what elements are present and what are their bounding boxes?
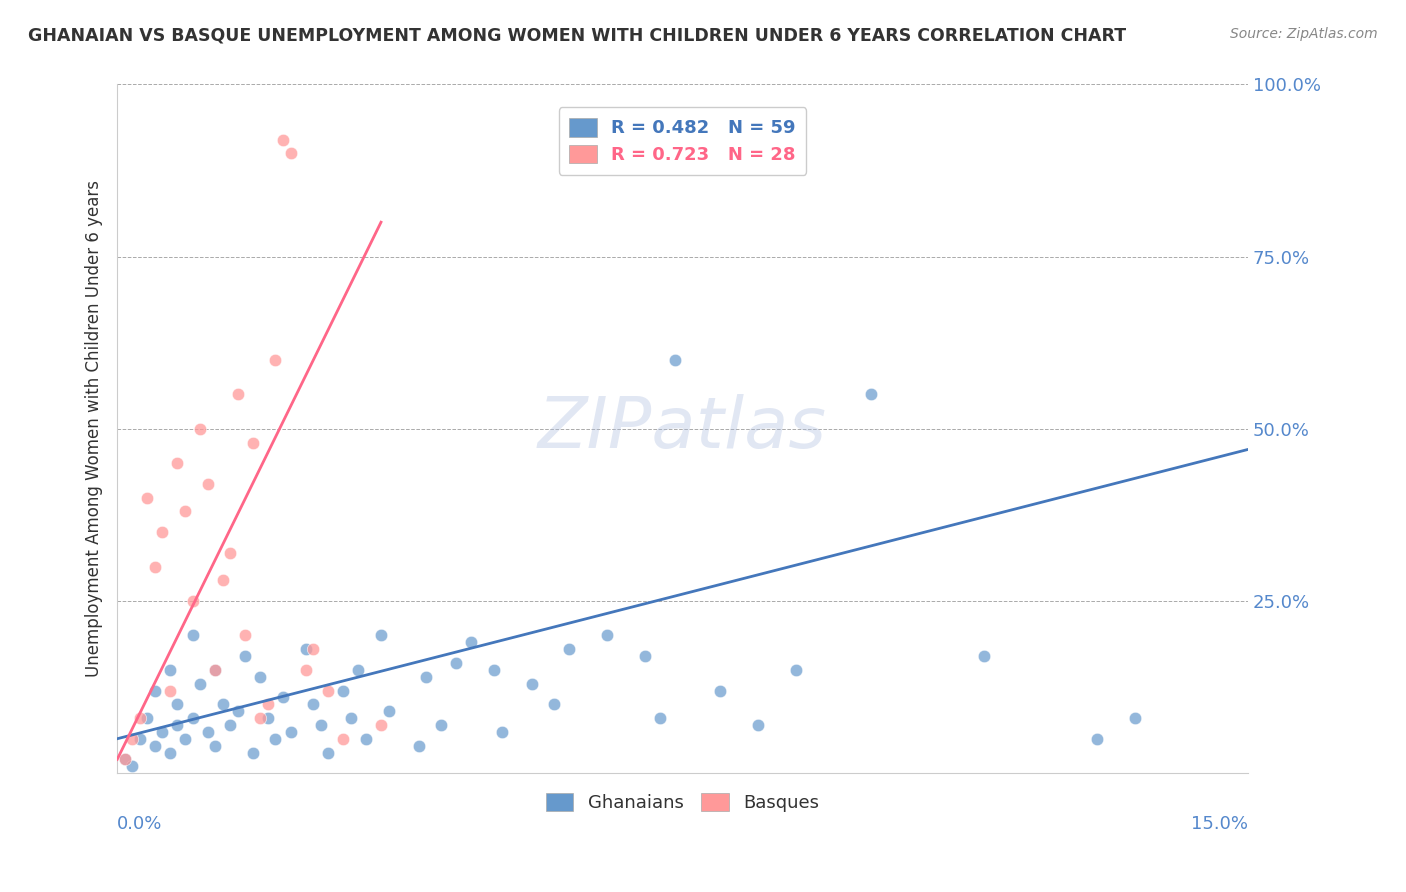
Point [280,724,302,739]
Point [370,628,392,642]
Point [709,683,731,698]
Point [664,353,686,368]
Y-axis label: Unemployment Among Women with Children Under 6 years: Unemployment Among Women with Children U… [86,180,103,677]
Point [188,676,211,690]
Point [332,683,354,698]
Point [558,642,581,657]
Text: 15.0%: 15.0% [1191,814,1249,832]
Point [316,746,339,760]
Point [114,752,136,766]
Point [128,731,150,746]
Point [377,704,399,718]
Point [233,649,256,664]
Point [347,663,370,677]
Point [136,711,159,725]
Point [747,718,769,732]
Point [430,718,453,732]
Point [204,663,226,677]
Point [219,718,242,732]
Point [370,718,392,732]
Point [446,656,468,670]
Point [859,387,882,401]
Point [181,594,204,608]
Point [249,670,271,684]
Text: ZIPatlas: ZIPatlas [538,394,827,463]
Point [271,132,294,146]
Point [302,698,325,712]
Point [204,739,226,753]
Point [143,559,166,574]
Point [226,387,249,401]
Point [197,724,219,739]
Point [648,711,671,725]
Legend: Ghanaians, Basques: Ghanaians, Basques [538,786,827,819]
Point [271,690,294,705]
Point [264,353,287,368]
Point [159,746,181,760]
Point [415,670,437,684]
Point [249,711,271,725]
Point [242,746,264,760]
Point [634,649,657,664]
Point [491,724,513,739]
Point [114,752,136,766]
Text: GHANAIAN VS BASQUE UNEMPLOYMENT AMONG WOMEN WITH CHILDREN UNDER 6 YEARS CORRELAT: GHANAIAN VS BASQUE UNEMPLOYMENT AMONG WO… [28,27,1126,45]
Point [233,628,256,642]
Point [242,435,264,450]
Point [128,711,150,725]
Text: Source: ZipAtlas.com: Source: ZipAtlas.com [1230,27,1378,41]
Point [294,663,316,677]
Point [264,731,287,746]
Point [211,574,233,588]
Point [174,504,197,518]
Point [181,628,204,642]
Point [520,676,543,690]
Point [159,663,181,677]
Point [280,146,302,161]
Point [197,477,219,491]
Point [316,683,339,698]
Point [166,718,188,732]
Point [257,711,280,725]
Point [166,456,188,470]
Point [143,739,166,753]
Point [332,731,354,746]
Point [1085,731,1108,746]
Point [596,628,619,642]
Point [152,724,174,739]
Point [181,711,204,725]
Point [482,663,505,677]
Point [309,718,332,732]
Point [785,663,807,677]
Point [1123,711,1146,725]
Point [973,649,995,664]
Point [143,683,166,698]
Point [136,491,159,505]
Point [166,698,188,712]
Point [159,683,181,698]
Point [302,642,325,657]
Point [460,635,482,649]
Point [340,711,363,725]
Point [257,698,280,712]
Point [354,731,377,746]
Point [408,739,430,753]
Point [294,642,316,657]
Point [226,704,249,718]
Point [174,731,197,746]
Point [121,759,143,773]
Point [121,731,143,746]
Point [188,422,211,436]
Text: 0.0%: 0.0% [117,814,163,832]
Point [543,698,565,712]
Point [152,525,174,540]
Point [219,546,242,560]
Point [204,663,226,677]
Point [211,698,233,712]
